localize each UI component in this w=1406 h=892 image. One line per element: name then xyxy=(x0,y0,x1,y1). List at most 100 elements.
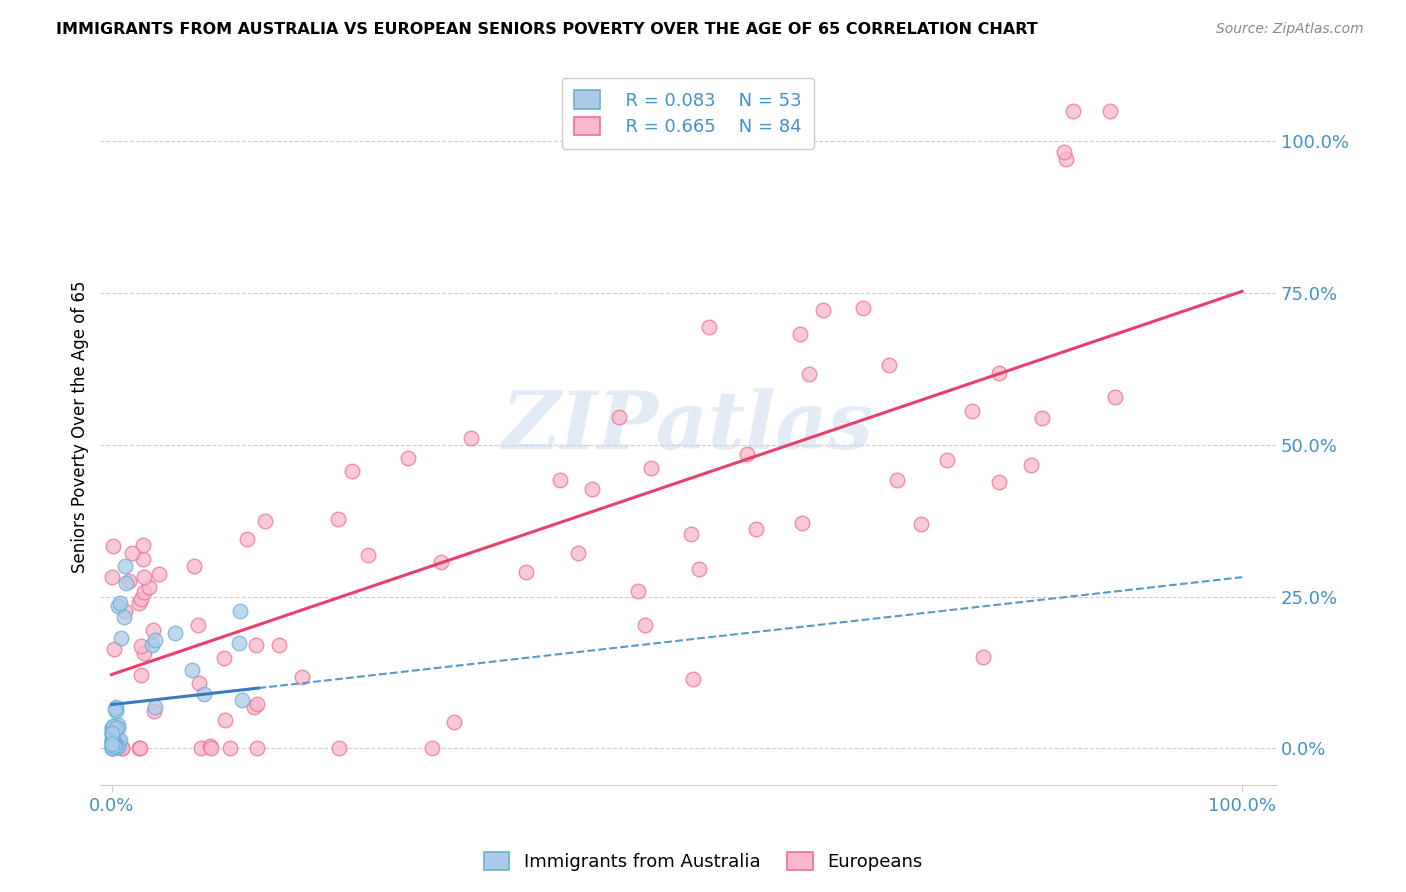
Point xyxy=(688,561,710,575)
Text: IMMIGRANTS FROM AUSTRALIA VS EUROPEAN SENIORS POVERTY OVER THE AGE OF 65 CORRELA: IMMIGRANTS FROM AUSTRALIA VS EUROPEAN SE… xyxy=(56,22,1038,37)
Point xyxy=(132,647,155,661)
Point xyxy=(128,596,150,610)
Point xyxy=(640,460,662,475)
Point xyxy=(104,702,127,716)
Point xyxy=(100,726,122,740)
Point xyxy=(245,638,267,652)
Point xyxy=(101,736,124,750)
Point xyxy=(128,741,150,756)
Point xyxy=(110,632,132,646)
Point xyxy=(105,699,128,714)
Point xyxy=(101,720,124,734)
Point xyxy=(107,739,129,754)
Point xyxy=(100,725,122,739)
Legend: Immigrants from Australia, Europeans: Immigrants from Australia, Europeans xyxy=(477,845,929,879)
Point xyxy=(111,741,134,756)
Point xyxy=(101,735,124,749)
Point xyxy=(101,721,124,735)
Point xyxy=(108,596,131,610)
Point xyxy=(1031,410,1053,425)
Point xyxy=(420,741,443,756)
Point xyxy=(141,638,163,652)
Point xyxy=(340,464,363,478)
Point xyxy=(187,675,209,690)
Point xyxy=(101,738,124,752)
Point xyxy=(131,667,153,681)
Point xyxy=(254,514,277,528)
Point xyxy=(1054,152,1077,166)
Point xyxy=(100,733,122,747)
Point xyxy=(148,567,170,582)
Point xyxy=(567,546,589,560)
Point xyxy=(107,718,129,732)
Point xyxy=(143,632,166,647)
Point xyxy=(1099,103,1122,118)
Point xyxy=(190,741,212,756)
Point xyxy=(143,699,166,714)
Point xyxy=(200,741,222,756)
Point xyxy=(180,663,202,677)
Point xyxy=(910,517,932,532)
Legend:   R = 0.083    N = 53,   R = 0.665    N = 84: R = 0.083 N = 53, R = 0.665 N = 84 xyxy=(562,78,814,149)
Point xyxy=(101,740,124,755)
Point xyxy=(101,740,124,755)
Point xyxy=(138,580,160,594)
Point xyxy=(183,559,205,574)
Point xyxy=(852,301,875,315)
Point xyxy=(115,575,138,590)
Point xyxy=(697,320,720,334)
Point xyxy=(988,366,1011,380)
Point xyxy=(187,617,209,632)
Point xyxy=(735,447,758,461)
Point xyxy=(515,566,537,580)
Point xyxy=(100,739,122,753)
Point xyxy=(103,641,125,656)
Point xyxy=(744,522,766,536)
Point xyxy=(103,539,125,553)
Y-axis label: Seniors Poverty Over the Age of 65: Seniors Poverty Over the Age of 65 xyxy=(72,280,89,573)
Text: ZIPatlas: ZIPatlas xyxy=(502,388,875,466)
Point xyxy=(682,672,704,686)
Point xyxy=(134,570,156,584)
Point xyxy=(886,473,908,487)
Point xyxy=(114,559,136,574)
Point xyxy=(103,732,125,747)
Point xyxy=(789,326,811,341)
Point xyxy=(988,475,1011,489)
Point xyxy=(101,739,124,753)
Point xyxy=(110,733,132,747)
Point xyxy=(103,719,125,733)
Point xyxy=(163,626,186,640)
Point xyxy=(121,546,143,560)
Point xyxy=(550,473,572,487)
Point xyxy=(228,636,250,650)
Point xyxy=(443,714,465,729)
Point xyxy=(105,739,128,754)
Point xyxy=(107,599,129,613)
Point xyxy=(634,618,657,632)
Point xyxy=(200,739,222,753)
Point xyxy=(108,734,131,748)
Point xyxy=(396,450,419,465)
Point xyxy=(101,570,124,584)
Point xyxy=(627,584,650,599)
Point xyxy=(936,453,959,467)
Point xyxy=(193,687,215,701)
Point xyxy=(972,650,994,665)
Point xyxy=(813,303,835,318)
Point xyxy=(142,623,165,637)
Point xyxy=(357,548,380,562)
Point xyxy=(101,739,124,753)
Point xyxy=(681,527,703,541)
Point xyxy=(132,584,155,599)
Point xyxy=(790,516,813,530)
Point xyxy=(101,734,124,748)
Point xyxy=(105,740,128,755)
Point xyxy=(142,704,165,718)
Point xyxy=(607,409,630,424)
Point xyxy=(101,721,124,735)
Point xyxy=(1053,145,1076,160)
Point xyxy=(101,737,124,751)
Point xyxy=(214,713,236,727)
Point xyxy=(114,604,136,618)
